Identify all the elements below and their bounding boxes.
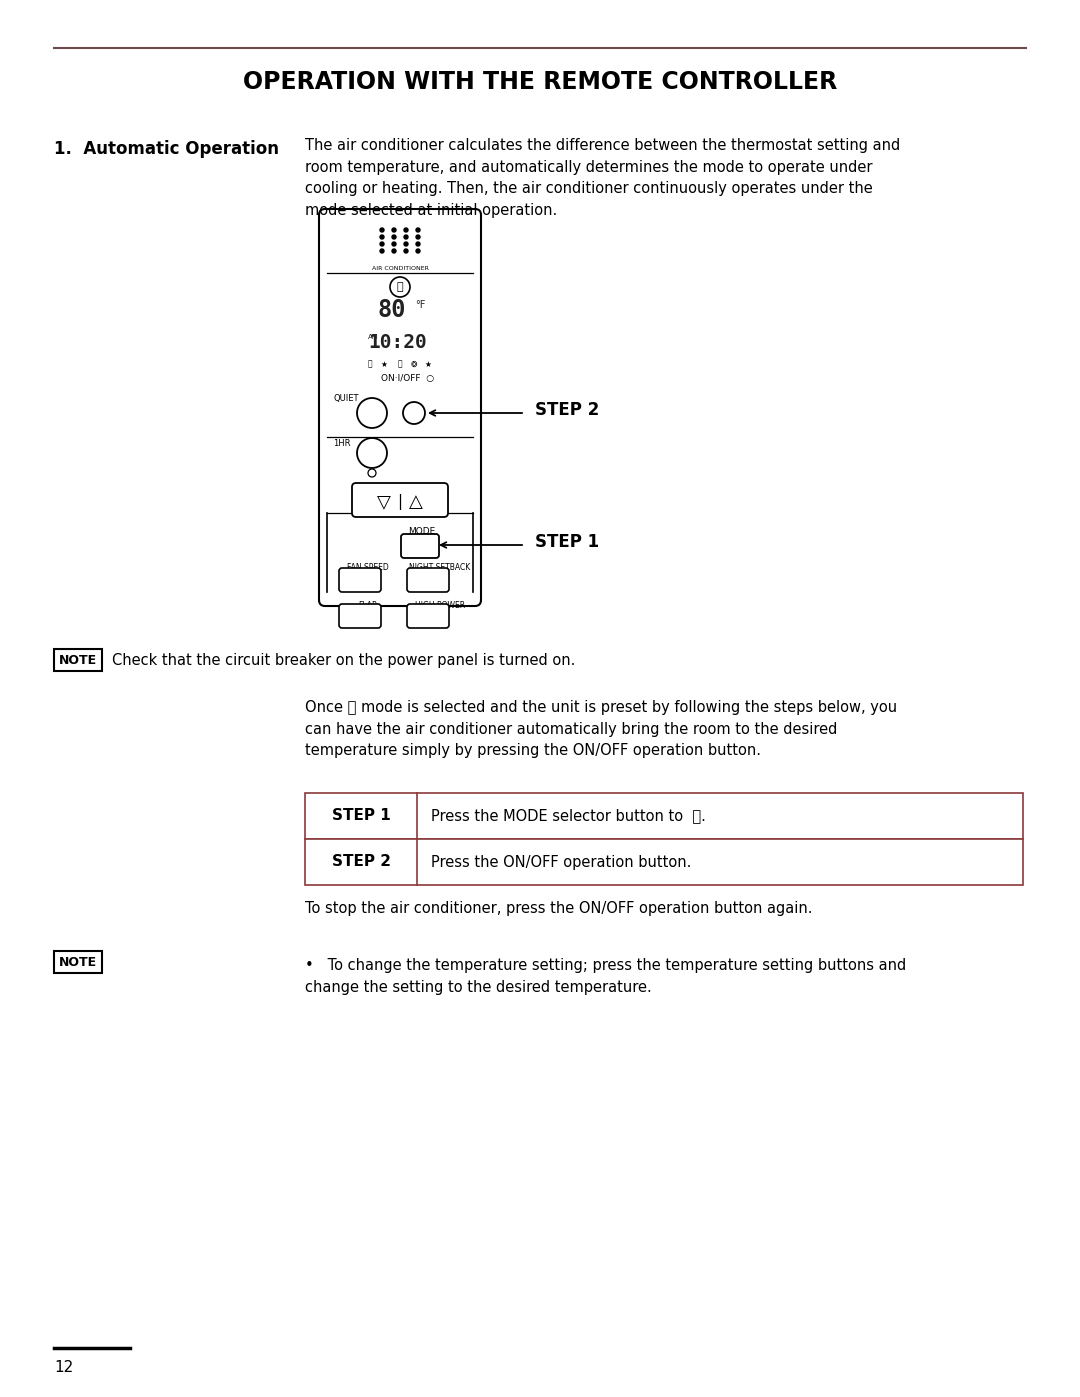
Text: |: |: [397, 495, 403, 510]
Text: ON·I/OFF  ○: ON·I/OFF ○: [381, 374, 434, 384]
Circle shape: [404, 249, 408, 253]
Circle shape: [416, 235, 420, 239]
FancyBboxPatch shape: [339, 569, 381, 592]
Circle shape: [380, 235, 384, 239]
Bar: [305, 840, 1023, 886]
Text: •   To change the temperature setting; press the temperature setting buttons and: • To change the temperature setting; pre…: [305, 958, 906, 995]
Text: Check that the circuit breaker on the power panel is turned on.: Check that the circuit breaker on the po…: [112, 652, 576, 668]
Text: The air conditioner calculates the difference between the thermostat setting and: The air conditioner calculates the diffe…: [305, 138, 901, 218]
FancyBboxPatch shape: [339, 604, 381, 629]
Text: FAN SPEED: FAN SPEED: [347, 563, 389, 573]
Text: °F: °F: [415, 300, 426, 310]
Text: NOTE: NOTE: [59, 956, 97, 968]
Text: Ⓐ: Ⓐ: [367, 359, 373, 369]
Circle shape: [416, 228, 420, 232]
FancyBboxPatch shape: [352, 483, 448, 517]
Text: To stop the air conditioner, press the ON/OFF operation button again.: To stop the air conditioner, press the O…: [305, 901, 812, 915]
FancyBboxPatch shape: [407, 604, 449, 629]
Text: ★: ★: [424, 359, 431, 369]
Circle shape: [404, 235, 408, 239]
Text: Once Ⓐ mode is selected and the unit is preset by following the steps below, you: Once Ⓐ mode is selected and the unit is …: [305, 700, 897, 759]
Text: 1HR: 1HR: [333, 439, 351, 447]
FancyBboxPatch shape: [54, 951, 102, 972]
Text: ❂: ❂: [410, 359, 417, 369]
Text: Ⓐ: Ⓐ: [397, 359, 403, 369]
Text: 80: 80: [378, 298, 406, 321]
Text: 10:20: 10:20: [368, 334, 428, 352]
Circle shape: [380, 228, 384, 232]
FancyBboxPatch shape: [319, 210, 481, 606]
Text: AIR CONDITIONER: AIR CONDITIONER: [372, 265, 429, 271]
Text: AM: AM: [368, 334, 379, 339]
Circle shape: [392, 249, 396, 253]
Text: STEP 2: STEP 2: [332, 855, 391, 869]
Circle shape: [380, 242, 384, 246]
Circle shape: [404, 228, 408, 232]
Text: △: △: [409, 493, 423, 511]
Circle shape: [416, 242, 420, 246]
Text: ▽: ▽: [377, 493, 391, 511]
Text: ★: ★: [380, 359, 388, 369]
Text: HIGH POWER: HIGH POWER: [415, 601, 465, 609]
Text: TEMP.: TEMP.: [388, 485, 413, 493]
Circle shape: [380, 249, 384, 253]
Circle shape: [404, 242, 408, 246]
Text: QUIET: QUIET: [333, 394, 359, 402]
Text: FLAP: FLAP: [359, 601, 377, 609]
Text: Press the ON/OFF operation button.: Press the ON/OFF operation button.: [431, 855, 691, 869]
Text: NIGHT SETBACK: NIGHT SETBACK: [409, 563, 471, 573]
FancyBboxPatch shape: [407, 569, 449, 592]
Circle shape: [392, 228, 396, 232]
Circle shape: [392, 242, 396, 246]
Text: MODE: MODE: [408, 527, 435, 535]
Text: STEP 1: STEP 1: [332, 809, 390, 823]
Text: 1.  Automatic Operation: 1. Automatic Operation: [54, 140, 279, 158]
Bar: [305, 793, 1023, 840]
Text: OPERATION WITH THE REMOTE CONTROLLER: OPERATION WITH THE REMOTE CONTROLLER: [243, 70, 837, 94]
Circle shape: [392, 235, 396, 239]
Text: 12: 12: [54, 1361, 73, 1376]
Circle shape: [416, 249, 420, 253]
Text: STEP 1: STEP 1: [535, 534, 599, 550]
Text: Press the MODE selector button to  Ⓐ.: Press the MODE selector button to Ⓐ.: [431, 809, 706, 823]
Text: Ⓐ: Ⓐ: [396, 282, 403, 292]
FancyBboxPatch shape: [401, 534, 438, 557]
FancyBboxPatch shape: [54, 650, 102, 671]
Text: NOTE: NOTE: [59, 654, 97, 666]
Text: STEP 2: STEP 2: [535, 401, 599, 419]
